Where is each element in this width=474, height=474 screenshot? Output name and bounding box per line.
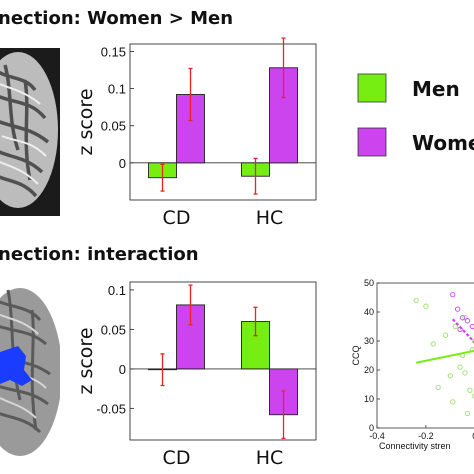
legend-swatch-women	[357, 127, 387, 157]
y-tick-label: 0	[119, 362, 126, 377]
y-tick-label: 10	[364, 394, 374, 404]
point-men	[413, 297, 419, 304]
point-men	[447, 373, 453, 379]
y-axis-label: z score	[75, 88, 97, 155]
y-axis-label: CCQ	[351, 346, 361, 366]
y-tick-label: 40	[364, 307, 374, 317]
point-women	[464, 318, 471, 324]
legend: Men Women	[357, 73, 474, 157]
point-men	[435, 384, 441, 391]
x-axis-label: Connectivity stren	[379, 441, 451, 451]
heading-women-men: nection: Women > Men	[0, 8, 234, 29]
point-men	[442, 332, 449, 338]
legend-label-women: Women	[412, 131, 474, 155]
legend-swatch-men	[357, 73, 387, 103]
heading-interaction: nection: interaction	[0, 244, 199, 265]
category-label-hc: HC	[256, 207, 284, 229]
x-tick-label: -0.2	[418, 431, 434, 441]
y-axis-label: z score	[75, 327, 97, 394]
point-men	[462, 370, 468, 376]
y-tick-label: 0.1	[108, 283, 126, 298]
point-women	[459, 315, 466, 321]
point-men	[472, 393, 474, 399]
y-tick-label: 20	[364, 365, 374, 375]
x-tick-label: -0.4	[369, 431, 385, 441]
point-women	[450, 291, 456, 298]
blue-roi	[0, 346, 32, 386]
plot-frame	[376, 282, 474, 429]
category-label-cd: CD	[163, 447, 191, 469]
y-tick-label: 0.05	[101, 322, 126, 337]
point-men	[457, 364, 463, 370]
y-tick-label: 0	[119, 156, 126, 171]
point-men	[467, 387, 473, 393]
point-men	[450, 399, 456, 405]
point-men	[464, 410, 471, 417]
scatter-chart-ccq: 0 10 20 30 40 50 -0.4 -0.2 0 Connectivity stren CC…	[351, 278, 474, 451]
point-women	[469, 323, 474, 330]
y-tick-label: 50	[364, 278, 374, 288]
category-label-hc: HC	[256, 447, 284, 469]
point-men	[452, 323, 458, 330]
y-tick-label: 0	[369, 423, 374, 433]
y-tick-label: 0.05	[101, 119, 126, 134]
legend-label-men: Men	[412, 77, 460, 101]
bar-chart-interaction: -0.05 0 0.05 0.1 z score CD HC	[75, 281, 317, 469]
point-men	[430, 341, 436, 347]
category-label-cd: CD	[163, 207, 191, 229]
point-men	[472, 338, 474, 344]
brain-image-bottom	[0, 288, 60, 456]
point-women	[455, 306, 461, 312]
plot-frame	[129, 281, 317, 441]
y-tick-label: 30	[364, 336, 374, 346]
bar-women-cd	[176, 304, 205, 370]
y-tick-label: -0.05	[96, 401, 126, 416]
x-tick-label: 0	[472, 431, 474, 441]
y-tick-label: 0.1	[108, 82, 126, 97]
fit-line-men	[415, 349, 474, 364]
y-tick-label: 0.15	[101, 44, 126, 59]
plot-frame	[129, 43, 317, 201]
point-men	[423, 303, 429, 309]
brain-image-top	[0, 48, 60, 216]
bar-chart-women-men: 0 0.05 0.1 0.15 z score CD HC	[75, 37, 317, 229]
